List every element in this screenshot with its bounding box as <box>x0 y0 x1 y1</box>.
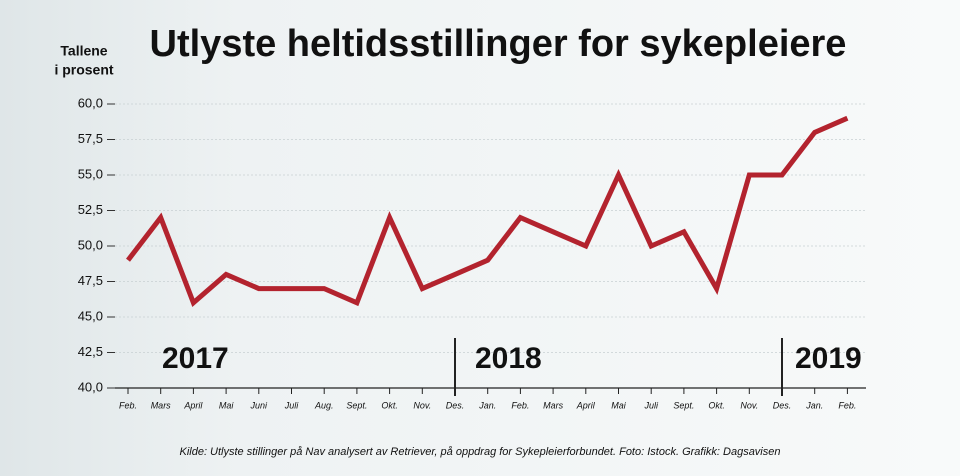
x-tick-label: April <box>183 400 203 410</box>
x-tick-label: Mai <box>219 400 235 410</box>
source: Kilde: Utlyste stillinger på Nav analyse… <box>179 446 780 458</box>
x-tick-label: Okt. <box>708 400 725 410</box>
y-tick-label: 57,5 <box>78 131 103 146</box>
year-label: 2019 <box>795 342 862 375</box>
x-tick-label: Mars <box>543 400 563 410</box>
y-label: Tallene <box>60 43 107 59</box>
x-tick-label: Feb. <box>838 400 856 410</box>
x-tick-label: Mars <box>151 400 171 410</box>
x-tick-label: Okt. <box>381 400 398 410</box>
data-line <box>126 115 849 308</box>
x-tick-label: Feb. <box>511 400 529 410</box>
x-tick-label: Feb. <box>119 400 137 410</box>
x-tick-label: Sept. <box>673 400 694 410</box>
y-tick-label: 40,0 <box>78 379 103 394</box>
x-tick-label: Jan. <box>805 400 823 410</box>
x-tick-label: Mai <box>611 400 627 410</box>
x-tick-label: Jan. <box>478 400 496 410</box>
y-label: i prosent <box>54 62 113 78</box>
year-label: 2018 <box>475 342 542 375</box>
x-tick-label: April <box>576 400 596 410</box>
x-tick-label: Juni <box>250 400 269 410</box>
x-tick-label: Juli <box>284 400 300 410</box>
y-tick-label: 52,5 <box>78 202 103 217</box>
y-tick-label: 42,5 <box>78 344 103 359</box>
x-tick-label: Nov. <box>413 400 431 410</box>
x-tick-label: Aug. <box>314 400 334 410</box>
y-tick-label: 47,5 <box>78 273 103 288</box>
chart-title: Utlyste heltidsstillinger for sykepleier… <box>150 23 847 65</box>
x-tick-label: Des. <box>446 400 465 410</box>
x-tick-label: Sept. <box>346 400 367 410</box>
y-tick-label: 45,0 <box>78 308 103 323</box>
y-tick-label: 50,0 <box>78 237 103 252</box>
year-label: 2017 <box>162 342 229 375</box>
y-tick-label: 55,0 <box>78 166 103 181</box>
y-tick-label: 60,0 <box>78 95 103 110</box>
x-tick-label: Des. <box>773 400 792 410</box>
x-tick-label: Nov. <box>740 400 758 410</box>
x-tick-label: Juli <box>643 400 659 410</box>
